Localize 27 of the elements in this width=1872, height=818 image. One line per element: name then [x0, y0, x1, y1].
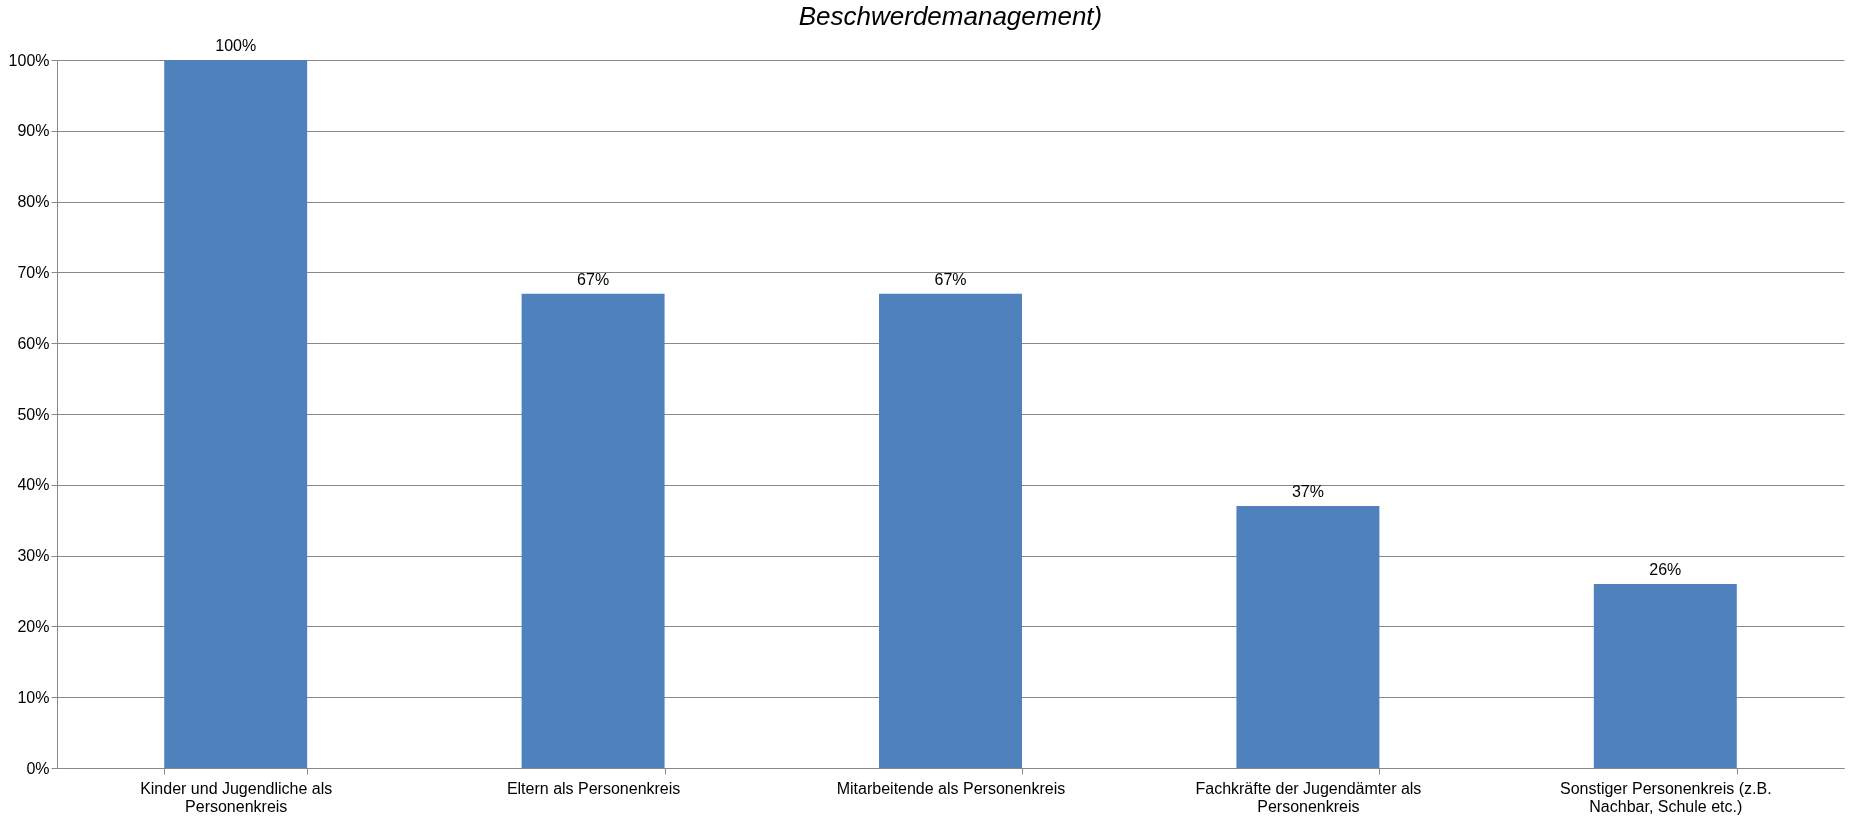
x-tick-label: Kinder und Jugendliche als Personenkreis: [140, 779, 333, 815]
chart-title: Beschwerdemanagement): [798, 1, 1103, 31]
x-tick-label: Eltern als Personenkreis: [506, 779, 681, 797]
y-tick-label: 90%: [17, 122, 50, 140]
y-tick-label: 0%: [26, 759, 50, 777]
data-label: 26%: [1649, 560, 1682, 578]
x-tick-label: Mitarbeitende als Personenkreis: [836, 779, 1066, 797]
y-tick-label: 10%: [17, 688, 50, 706]
y-tick-label: 80%: [17, 193, 50, 211]
bar: [521, 293, 665, 768]
data-label: 67%: [577, 270, 610, 288]
y-tick-label: 60%: [17, 334, 50, 352]
x-tick-label: Sonstiger Personenkreis (z.B. Nachbar, Schule etc.): [1559, 779, 1772, 815]
data-label: 100%: [215, 37, 257, 54]
bar: [879, 293, 1022, 768]
data-label: 37%: [1291, 483, 1324, 501]
data-label: 67%: [934, 270, 967, 288]
y-tick-label: 70%: [17, 263, 50, 281]
bar: [1593, 583, 1737, 768]
y-tick-label: 40%: [17, 476, 50, 494]
bar: [164, 60, 308, 768]
bar: [1236, 506, 1380, 768]
y-tick-label: 100%: [8, 51, 50, 69]
y-tick-label: 30%: [17, 547, 50, 565]
y-tick-label: 50%: [17, 405, 50, 423]
x-tick-label: Fachkräfte der Jugendämter als Personenkreis: [1195, 779, 1422, 815]
y-tick-label: 20%: [17, 617, 50, 635]
